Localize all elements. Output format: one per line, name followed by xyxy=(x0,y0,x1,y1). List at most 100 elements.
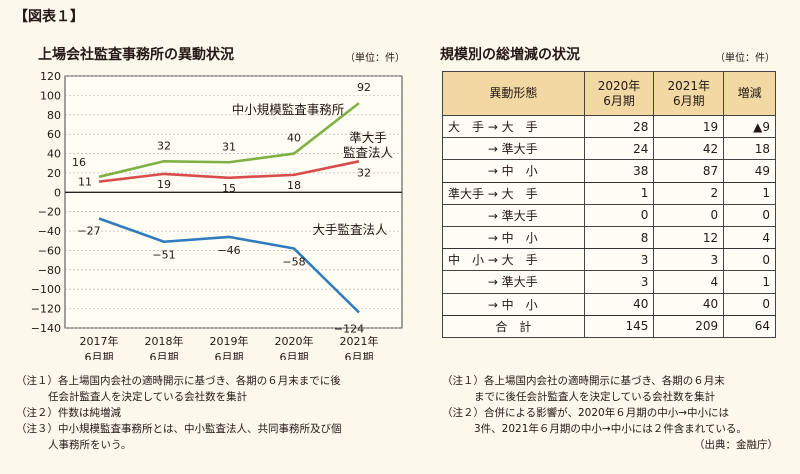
total-value: 145 xyxy=(583,314,655,338)
data-label: 32 xyxy=(357,166,371,179)
y-tick-label: 100 xyxy=(40,89,61,102)
table-body: 大 手 → 大 手 28 19 ▲9 → 準大手 24 42 18 → 中 小 38 87 49 準… xyxy=(442,114,776,338)
right-unit-label: （単位：件） xyxy=(715,53,775,64)
left-notes: （注１）各上場国内会社の適時開示に基づき、各期の６月末までに後 任会計監査人を決… xyxy=(16,373,426,453)
cell-value: 18 xyxy=(723,137,776,161)
y-tick-label: −140 xyxy=(31,322,61,335)
data-label: 18 xyxy=(287,179,301,192)
table-row: → 準大手 3 4 1 xyxy=(442,270,776,294)
cell-value: 40 xyxy=(583,292,655,316)
figure-label: 【図表１】 xyxy=(14,9,84,25)
transfer-table: 異動形態 2020年 6月期 2021年 6月期 増減 大 手 → 大 手 28 19 ▲… xyxy=(442,71,776,338)
cell-value: 0 xyxy=(723,248,776,272)
row-label: → 準大手 xyxy=(442,203,585,227)
row-label: → 準大手 xyxy=(442,137,585,161)
left-note-2: （注２）件数は純増減 xyxy=(16,407,121,419)
right-note-2-cont: 3件、2021年６月期の中小→中小には２件含まれている。 xyxy=(474,423,747,435)
x-tick-label: 2018年 xyxy=(145,334,184,348)
table-row: → 中 小 40 40 0 xyxy=(442,292,776,316)
cell-value: 1 xyxy=(723,181,776,205)
data-label: −58 xyxy=(282,256,305,269)
cell-value: 3 xyxy=(583,248,655,272)
y-tick-label: 120 xyxy=(40,70,61,83)
data-label: 92 xyxy=(357,81,371,94)
left-note-1: （注１）各上場国内会社の適時開示に基づき、各期の６月末までに後 xyxy=(16,375,341,387)
y-tick-label: −120 xyxy=(31,303,61,316)
x-tick-label: 6月期 xyxy=(85,351,114,360)
cell-value: ▲9 xyxy=(723,114,776,139)
col-header-2020: 2020年 6月期 xyxy=(583,71,655,116)
series-name-label: 監査法人 xyxy=(343,145,394,160)
cell-value: 19 xyxy=(653,114,725,139)
data-label: −46 xyxy=(217,244,240,257)
table-row: → 準大手 24 42 18 xyxy=(442,137,776,161)
series-line xyxy=(98,160,360,183)
y-tick-label: −20 xyxy=(38,206,61,219)
col-header-change: 増減 xyxy=(723,71,776,116)
cell-value: 0 xyxy=(723,292,776,316)
cell-value: 28 xyxy=(583,114,655,139)
left-note-3-cont: 人事務所をいう。 xyxy=(48,439,132,451)
left-unit-label: （単位：件） xyxy=(345,53,405,64)
right-note-1: （注１）各上場国内会社の適時開示に基づき、各期の６月末 xyxy=(442,375,725,387)
left-note-1-cont: 任会計監査人を決定している会社数を集計 xyxy=(48,391,248,403)
data-label: −51 xyxy=(152,249,175,262)
col-header-type: 異動形態 xyxy=(442,71,585,116)
cell-value: 0 xyxy=(653,203,725,227)
cell-value: 0 xyxy=(723,203,776,227)
cell-value: 1 xyxy=(723,270,776,294)
y-tick-label: 0 xyxy=(54,186,61,199)
left-chart-title: 上場会社監査事務所の異動状況 xyxy=(38,47,234,63)
series-name-label: 大手監査法人 xyxy=(312,222,388,237)
cell-value: 4 xyxy=(653,270,725,294)
right-notes: （注１）各上場国内会社の適時開示に基づき、各期の６月末 までに後任会計監査人を決… xyxy=(442,373,792,453)
cell-value: 3 xyxy=(653,248,725,272)
row-label: → 中 小 xyxy=(442,159,585,183)
data-label: 32 xyxy=(157,139,171,152)
cell-value: 1 xyxy=(583,181,655,205)
right-note-2: （注２）合併による影響が、2020年６月期の中小→中小には xyxy=(442,407,729,419)
y-tick-label: 60 xyxy=(47,128,61,141)
total-label: 合 計 xyxy=(442,314,585,338)
x-tick-label: 2021年 xyxy=(340,334,379,348)
cell-value: 12 xyxy=(653,225,725,250)
row-label: → 準大手 xyxy=(442,270,585,294)
x-tick-label: 6月期 xyxy=(345,351,374,360)
x-tick-label: 6月期 xyxy=(280,351,309,360)
row-label: 中 小 → 大 手 xyxy=(442,248,585,272)
data-label: −27 xyxy=(77,224,100,237)
row-label: → 中 小 xyxy=(442,225,585,250)
y-tick-label: −100 xyxy=(31,283,61,296)
x-tick-label: 2019年 xyxy=(210,334,249,348)
data-label: −124 xyxy=(334,322,364,335)
cell-value: 87 xyxy=(653,159,725,183)
y-tick-label: 40 xyxy=(47,148,61,161)
total-value: 209 xyxy=(653,314,725,338)
y-tick-label: 80 xyxy=(47,109,61,122)
table-row: → 中 小 8 12 4 xyxy=(442,225,776,250)
data-label: 15 xyxy=(222,182,236,195)
y-tick-label: −40 xyxy=(38,225,61,238)
total-row: 合 計 145 209 64 xyxy=(442,314,776,338)
cell-value: 8 xyxy=(583,225,655,250)
table-row: 大 手 → 大 手 28 19 ▲9 xyxy=(442,114,776,139)
cell-value: 49 xyxy=(723,159,776,183)
data-label: 11 xyxy=(78,176,92,189)
right-table-title: 規模別の総増減の状況 xyxy=(440,47,580,63)
row-label: → 中 小 xyxy=(442,292,585,316)
y-tick-label: −80 xyxy=(38,264,61,277)
cell-value: 0 xyxy=(583,203,655,227)
data-label: 40 xyxy=(287,132,301,145)
series-name-label: 準大手 xyxy=(349,130,387,145)
data-label: 16 xyxy=(72,156,86,169)
row-label: 大 手 → 大 手 xyxy=(442,114,585,139)
total-value: 64 xyxy=(723,314,776,338)
cell-value: 4 xyxy=(723,225,776,250)
x-tick-label: 2017年 xyxy=(80,334,119,348)
y-tick-label: −60 xyxy=(38,244,61,257)
x-tick-label: 2020年 xyxy=(275,334,314,348)
cell-value: 24 xyxy=(583,137,655,161)
right-note-1-cont: までに後任会計監査人を決定している会社数を集計 xyxy=(474,391,716,403)
